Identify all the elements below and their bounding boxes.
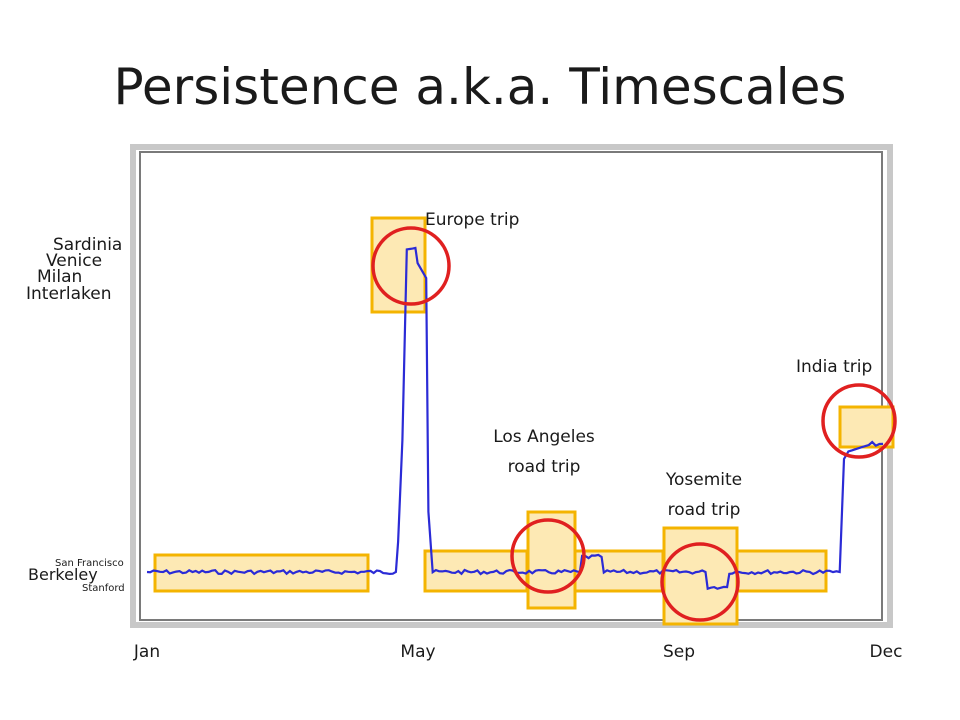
y-label-interlaken: Interlaken [26,284,112,304]
x-tick-may: May [400,642,435,662]
y-label-sardinia: Sardinia [53,235,122,255]
annotation-los-angeles: Los Angeles [493,427,595,447]
annotation-yosemite: Yosemite [665,470,742,490]
x-tick-jan: Jan [133,642,160,662]
highlight-box-1 [153,553,370,593]
x-tick-dec: Dec [870,642,903,662]
highlight-circle-1 [371,226,451,306]
y-label-san-francisco: San Francisco [55,558,124,569]
annotation-europe-trip: Europe trip [425,210,519,230]
highlight-box-8 [838,405,895,449]
page-title: Persistence a.k.a. Timescales [113,58,847,116]
annotation-yosemite-road-trip: road trip [668,500,741,520]
highlight-circle-3 [660,542,740,622]
highlight-circle-2 [510,518,586,594]
highlight-box-4 [526,510,577,610]
highlight-circle-4 [821,383,897,459]
y-label-berkeley: Berkeley [28,565,98,584]
annotation-la-road-trip: road trip [508,457,581,477]
x-tick-sep: Sep [663,642,695,662]
annotation-india-trip: India trip [796,357,872,377]
chart-frame [130,144,893,628]
chart-plot-area [139,151,883,621]
y-label-stanford: Stanford [82,583,125,594]
y-label-milan: Milan [37,267,82,287]
y-label-venice: Venice [46,251,102,271]
highlight-box-2 [370,216,427,314]
